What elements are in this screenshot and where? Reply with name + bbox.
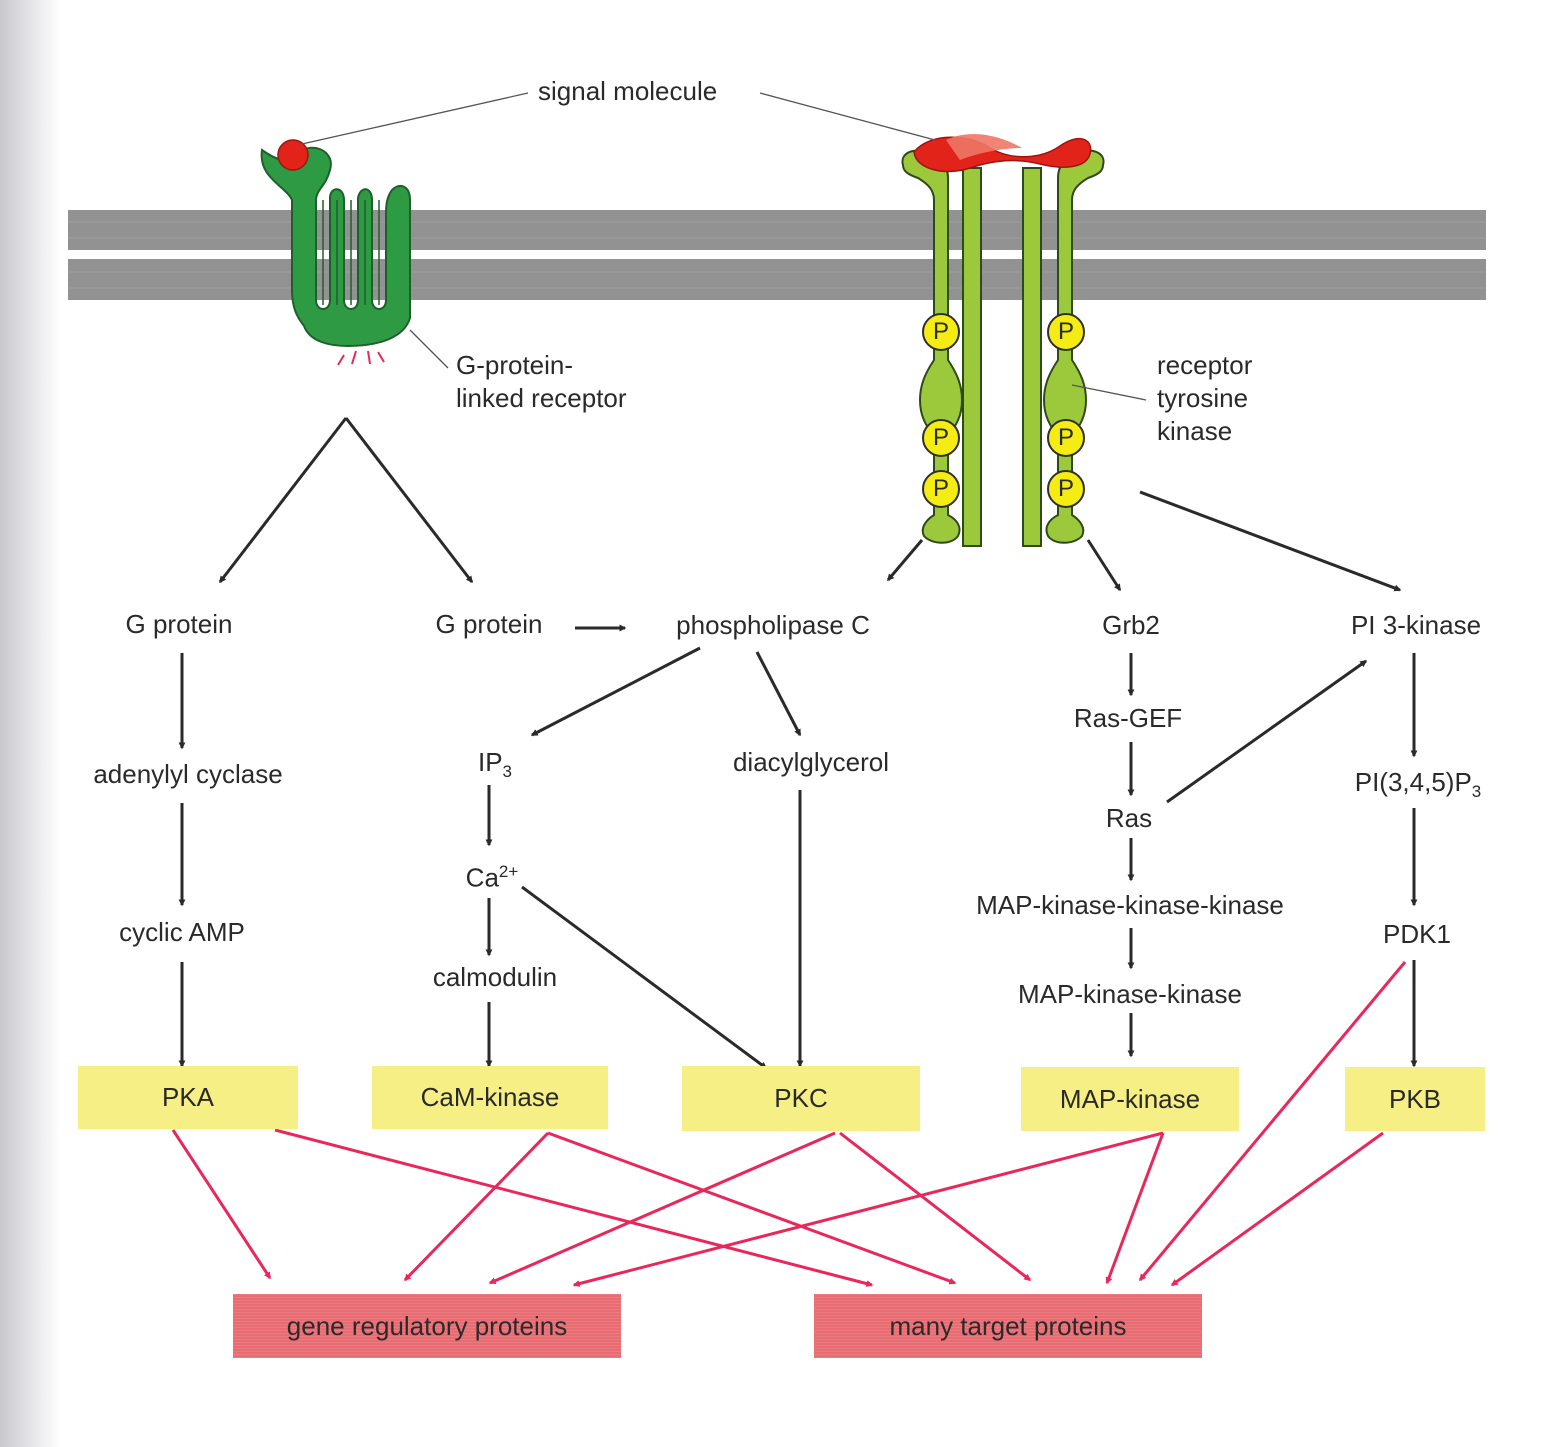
node-pi3-kinase: PI 3-kinase xyxy=(1350,610,1482,640)
phospho-badge: P xyxy=(922,313,960,351)
node-cyclic-amp: cyclic AMP xyxy=(119,917,245,947)
signal-molecule-small xyxy=(277,139,309,171)
phospho-badge: P xyxy=(922,470,960,508)
node-ras-gef: Ras-GEF xyxy=(1073,703,1183,733)
red-camk-to-gene xyxy=(403,1131,550,1282)
red-pka-to-gene xyxy=(171,1129,272,1280)
arrow-gpcr-to-gprotein1 xyxy=(218,417,348,584)
arrow-ras-to-pi3k xyxy=(1166,659,1368,804)
kinase-pka: PKA xyxy=(78,1066,298,1129)
red-pkb-to-many xyxy=(1170,1131,1384,1287)
arrow-rtk-to-grb2 xyxy=(1086,539,1122,592)
ca-base: Ca xyxy=(465,862,499,893)
arrow-plc-to-ip3 xyxy=(530,646,701,737)
node-mapkk: MAP-kinase-kinase xyxy=(1018,979,1242,1009)
arrow-gpcr-to-gprotein2 xyxy=(344,417,474,584)
pip3-sub: 3 xyxy=(1471,782,1482,802)
page-edge-shadow xyxy=(0,0,60,1447)
red-mapk-to-gene xyxy=(572,1131,1164,1287)
plasma-membrane xyxy=(68,210,1486,300)
signal-molecule-label: signal molecule xyxy=(538,76,718,106)
target-many-target-proteins: many target proteins xyxy=(814,1294,1202,1358)
leader-lines xyxy=(301,92,1147,401)
phospho-badge: P xyxy=(1047,470,1085,508)
g-protein-linked-receptor xyxy=(260,139,411,366)
node-ip3: IP3 xyxy=(478,747,512,787)
rtk-label-line2: tyrosine xyxy=(1157,383,1249,413)
node-diacylglycerol: diacylglycerol xyxy=(732,747,890,777)
target-gene-regulatory-proteins: gene regulatory proteins xyxy=(233,1294,621,1358)
node-pip3: PI(3,4,5)P3 xyxy=(1355,767,1482,807)
red-pka-to-many xyxy=(274,1128,874,1287)
gpcr-label-line1: G-protein- xyxy=(456,350,574,380)
red-camk-to-many xyxy=(547,1131,957,1285)
node-g-protein-1: G protein xyxy=(125,609,233,639)
rtk-label-line1: receptor xyxy=(1157,350,1253,380)
pathway-arrows xyxy=(178,417,1418,1070)
node-phospholipase-c: phospholipase C xyxy=(676,610,870,640)
phospho-badge: P xyxy=(1047,419,1085,457)
arrow-rtk-to-pi3k xyxy=(1139,490,1402,592)
red-pkc-to-gene xyxy=(488,1131,836,1285)
pip3-base: PI(3,4,5)P xyxy=(1354,767,1472,797)
node-ras: Ras xyxy=(1105,803,1153,833)
rtk-label-line3: kinase xyxy=(1157,416,1233,446)
red-pkc-to-many xyxy=(839,1131,1032,1282)
kinase-mapkinase: MAP-kinase xyxy=(1021,1067,1239,1131)
phospho-badge: P xyxy=(1047,313,1085,351)
ip3-sub: 3 xyxy=(502,762,513,782)
target-arrows xyxy=(171,961,1407,1287)
activation-marks xyxy=(337,350,385,366)
phospho-badge: P xyxy=(922,419,960,457)
arrow-rtk-to-plc xyxy=(886,539,924,582)
node-calcium: Ca2+ xyxy=(466,857,519,893)
kinase-pkc: PKC xyxy=(682,1066,920,1131)
node-pdk1: PDK1 xyxy=(1383,919,1451,949)
node-g-protein-2: G protein xyxy=(435,609,543,639)
arrow-ca-to-pkc xyxy=(521,885,768,1070)
kinase-pkb: PKB xyxy=(1345,1067,1485,1131)
node-calmodulin: calmodulin xyxy=(432,962,558,992)
node-grb2: Grb2 xyxy=(1102,610,1160,640)
ip3-base: IP xyxy=(477,747,503,777)
gpcr-label-line2: linked receptor xyxy=(456,383,627,413)
ca-sup: 2+ xyxy=(498,862,519,881)
kinase-camkinase: CaM-kinase xyxy=(372,1066,608,1129)
arrow-plc-to-dag xyxy=(755,651,802,737)
node-adenylyl-cyclase: adenylyl cyclase xyxy=(93,759,283,789)
red-mapk-to-many xyxy=(1105,1132,1165,1285)
node-mapkkk: MAP-kinase-kinase-kinase xyxy=(976,890,1284,920)
red-pdk1-to-many xyxy=(1138,961,1407,1282)
